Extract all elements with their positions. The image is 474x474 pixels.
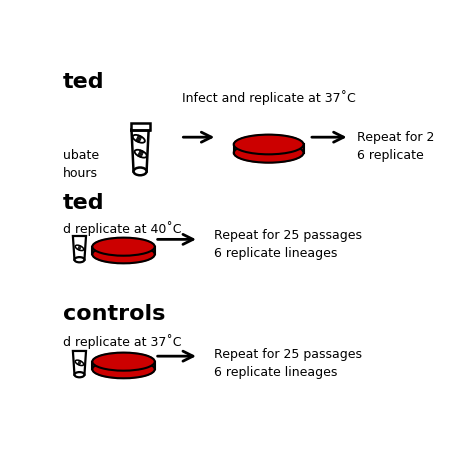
- Ellipse shape: [75, 245, 84, 251]
- Ellipse shape: [92, 237, 155, 255]
- Polygon shape: [92, 237, 155, 264]
- Bar: [131, 123, 149, 129]
- Text: ted: ted: [63, 193, 105, 213]
- Ellipse shape: [234, 143, 303, 163]
- Polygon shape: [131, 129, 149, 172]
- Polygon shape: [234, 135, 303, 163]
- Polygon shape: [73, 351, 86, 374]
- Text: d replicate at 37˚C: d replicate at 37˚C: [63, 334, 182, 349]
- Ellipse shape: [92, 353, 155, 371]
- Text: 6 replicate lineages: 6 replicate lineages: [213, 247, 337, 261]
- Text: 6 replicate: 6 replicate: [357, 149, 424, 162]
- Polygon shape: [73, 236, 86, 260]
- Text: hours: hours: [63, 167, 98, 180]
- Polygon shape: [92, 353, 155, 378]
- Text: 6 replicate lineages: 6 replicate lineages: [213, 366, 337, 379]
- Text: Repeat for 25 passages: Repeat for 25 passages: [213, 348, 362, 361]
- Text: ted: ted: [63, 73, 105, 92]
- Text: d replicate at 40˚C: d replicate at 40˚C: [63, 221, 182, 236]
- Text: ubate: ubate: [63, 149, 99, 162]
- Text: Repeat for 2: Repeat for 2: [357, 131, 434, 144]
- Ellipse shape: [135, 150, 147, 158]
- Ellipse shape: [75, 360, 84, 365]
- Text: Repeat for 25 passages: Repeat for 25 passages: [213, 229, 362, 242]
- Ellipse shape: [134, 167, 146, 175]
- Ellipse shape: [74, 372, 84, 377]
- Ellipse shape: [234, 135, 303, 155]
- Ellipse shape: [133, 135, 145, 143]
- Ellipse shape: [74, 257, 84, 262]
- Text: Infect and replicate at 37˚C: Infect and replicate at 37˚C: [182, 90, 356, 104]
- Ellipse shape: [92, 245, 155, 264]
- Text: controls: controls: [63, 304, 165, 324]
- Ellipse shape: [92, 360, 155, 378]
